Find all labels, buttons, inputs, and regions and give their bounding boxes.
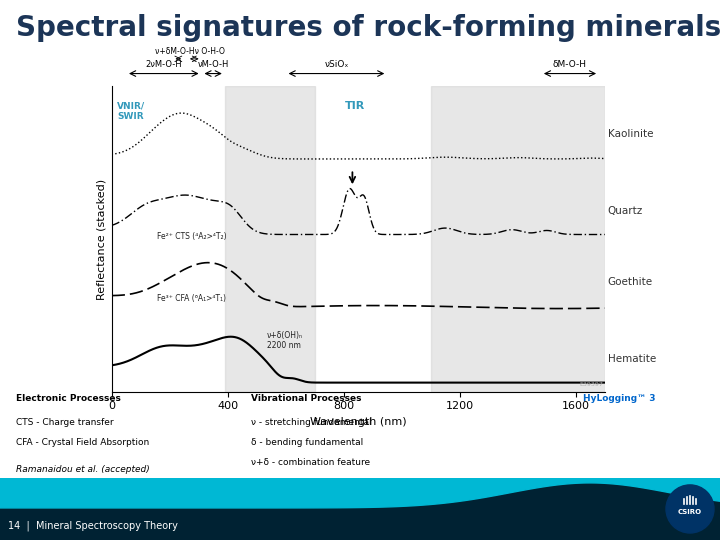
Text: δ - bending fundamental: δ - bending fundamental [251, 438, 363, 447]
Text: Fe²⁺ CTS (⁴A₂>⁴T₂): Fe²⁺ CTS (⁴A₂>⁴T₂) [156, 232, 226, 241]
Text: δM-O-H: δM-O-H [553, 60, 587, 69]
Text: E39397: E39397 [580, 382, 603, 387]
Circle shape [666, 485, 714, 533]
Text: 2ν, 3ν, ... = 1st, 2nd, ... stretching overtone feature: 2ν, 3ν, ... = 1st, 2nd, ... stretching o… [251, 478, 485, 487]
Text: ν+δM-O-Hν O-H-O: ν+δM-O-Hν O-H-O [155, 48, 225, 56]
Text: Ramanaidou et al. (accepted): Ramanaidou et al. (accepted) [16, 465, 150, 474]
Text: Fe³⁺ CFA (⁶A₁>⁴T₁): Fe³⁺ CFA (⁶A₁>⁴T₁) [156, 294, 225, 303]
Text: Vibrational Processes: Vibrational Processes [251, 394, 361, 403]
Text: Kaolinite: Kaolinite [608, 129, 653, 139]
Text: νM-O-H: νM-O-H [197, 60, 229, 69]
Text: VNIR/
SWIR: VNIR/ SWIR [117, 101, 145, 120]
Text: CFA - Crystal Field Absorption: CFA - Crystal Field Absorption [16, 438, 149, 447]
Text: Goethite: Goethite [608, 277, 653, 287]
Text: ν - stretching fundamental: ν - stretching fundamental [251, 417, 372, 427]
Polygon shape [0, 478, 720, 508]
Text: Spectral signatures of rock-forming minerals: Spectral signatures of rock-forming mine… [16, 14, 720, 42]
Text: CTS - Charge transfer: CTS - Charge transfer [16, 417, 114, 427]
Text: 2νM-O-H: 2νM-O-H [145, 60, 182, 69]
Text: ν+δ - combination feature: ν+δ - combination feature [251, 458, 370, 467]
Text: HyLogging™ 3: HyLogging™ 3 [582, 394, 655, 403]
Text: 14  |  Mineral Spectroscopy Theory: 14 | Mineral Spectroscopy Theory [8, 521, 178, 531]
X-axis label: Wavelength (nm): Wavelength (nm) [310, 417, 407, 427]
Text: ν+δ(OH)ₙ
2200 nm: ν+δ(OH)ₙ 2200 nm [266, 331, 302, 350]
Bar [431, 86, 605, 392]
Text: Electronic Processes: Electronic Processes [16, 394, 121, 403]
Text: νSiOₓ: νSiOₓ [324, 60, 348, 69]
Bar [225, 86, 315, 392]
Text: Quartz: Quartz [608, 206, 643, 216]
Text: Hematite: Hematite [608, 354, 656, 364]
Y-axis label: Reflectance (stacked): Reflectance (stacked) [96, 178, 106, 300]
Text: TIR: TIR [345, 101, 366, 111]
Text: CSIRO: CSIRO [678, 509, 702, 515]
